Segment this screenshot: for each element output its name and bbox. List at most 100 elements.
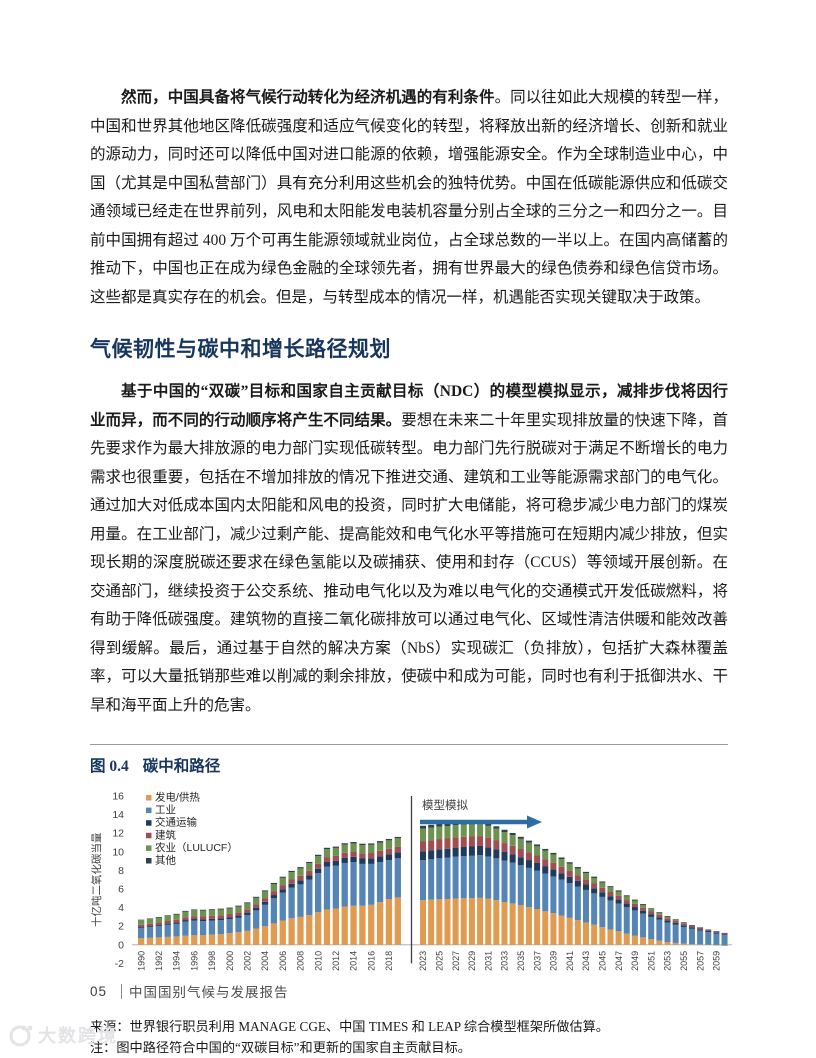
bar-segment [485, 899, 492, 946]
bar-segment [297, 867, 304, 869]
bar-segment [376, 851, 384, 857]
bar-segment [574, 868, 581, 876]
x-tick-label: 2029 [467, 951, 477, 971]
bar-segment [138, 938, 145, 946]
bar-segment [208, 909, 216, 911]
bar-segment [428, 900, 435, 946]
bar-segment [341, 858, 348, 864]
bar-segment [428, 859, 435, 901]
bar-segment [315, 855, 322, 857]
bar-segment [517, 839, 524, 850]
y-tick-label: 14 [112, 809, 124, 821]
bar-segment [368, 845, 375, 854]
bar-segment [394, 852, 401, 859]
bar-segment [697, 930, 704, 945]
legend-label: 工业 [155, 804, 176, 816]
bar-segment [721, 934, 728, 936]
bar-segment [146, 926, 154, 928]
page-number: 05 [90, 983, 108, 999]
bar-segment [182, 920, 189, 922]
x-tick-label: 2035 [516, 951, 526, 971]
bar-segment [279, 889, 286, 894]
bar-segment [235, 912, 242, 916]
bar-segment [501, 852, 508, 861]
bar-segment [323, 909, 331, 946]
bar-segment [306, 871, 313, 876]
paragraph-pathways-body: 要想在未来二十年里实现排放量的快速下降，首先要求作为最大排放源的电力部门实现低碳… [90, 411, 728, 714]
bar-segment [350, 851, 357, 858]
bar-segment [420, 826, 426, 829]
bar-segment [279, 885, 286, 890]
bar-segment [664, 942, 671, 946]
legend-swatch [146, 795, 152, 801]
bar-segment [199, 910, 207, 917]
bar-segment [501, 860, 508, 903]
bar-segment [583, 873, 589, 880]
bar-segment [270, 884, 278, 892]
bar-segment [436, 826, 443, 840]
x-tick-label: 2037 [532, 951, 542, 971]
bar-segment [468, 856, 475, 899]
bar-segment [208, 910, 216, 917]
bar-segment [350, 842, 357, 844]
report-title: 中国国别气候与发展报告 [129, 985, 289, 1000]
x-tick-label: 1992 [154, 951, 164, 971]
bar-segment [444, 826, 451, 839]
bar-segment [493, 826, 500, 829]
y-tick-label: 8 [118, 865, 124, 877]
bar-segment [566, 862, 573, 865]
x-tick-label: 2055 [679, 951, 689, 971]
bar-segment [244, 915, 251, 932]
bar-segment [542, 866, 549, 874]
bar-segment [350, 857, 357, 863]
bar-segment [566, 877, 573, 884]
bar-segment [436, 839, 443, 850]
bar-segment [599, 881, 606, 883]
bar-segment [164, 937, 171, 946]
bar-segment [368, 858, 375, 865]
bar-segment [648, 914, 655, 918]
bar-segment [656, 920, 663, 941]
bar-segment [574, 875, 581, 882]
bar-segment [376, 841, 384, 843]
bar-segment [191, 935, 198, 946]
x-tick-label: 2002 [243, 951, 253, 971]
bar-segment [341, 844, 348, 854]
bar-segment [235, 906, 242, 913]
bar-segment [436, 824, 443, 827]
bar-segment [217, 908, 224, 910]
bar-segment [191, 916, 198, 920]
bar-segment [607, 892, 614, 897]
x-tick-label: 2010 [313, 951, 323, 971]
bar-segment [288, 918, 295, 946]
bar-segment [493, 900, 500, 946]
bar-segment [615, 903, 622, 932]
bar-segment [558, 857, 565, 860]
bar-segment [376, 902, 384, 946]
bar-segment [306, 915, 313, 946]
x-tick-label: 2041 [565, 951, 575, 971]
model-simulation-annotation: 模型模拟 [422, 798, 468, 812]
bar-segment [460, 856, 467, 899]
bar-segment [688, 926, 695, 928]
bar-segment [468, 824, 475, 837]
bar-segment [173, 922, 180, 925]
bar-segment [501, 843, 508, 853]
legend-label: 交通运输 [155, 816, 197, 829]
bar-segment [332, 848, 339, 857]
bar-segment [656, 940, 663, 946]
bar-segment [444, 858, 451, 900]
bar-segment [253, 908, 260, 911]
bar-segment [607, 887, 614, 893]
bar-segment [680, 923, 687, 924]
bar-segment [460, 847, 467, 857]
bar-segment [315, 873, 322, 913]
bar-segment [672, 921, 679, 924]
bar-segment [155, 917, 162, 923]
bar-segment [485, 823, 492, 827]
x-tick-label: 2053 [663, 951, 673, 971]
bar-segment [359, 853, 366, 859]
bar-segment [623, 900, 630, 904]
bar-segment [583, 884, 589, 891]
